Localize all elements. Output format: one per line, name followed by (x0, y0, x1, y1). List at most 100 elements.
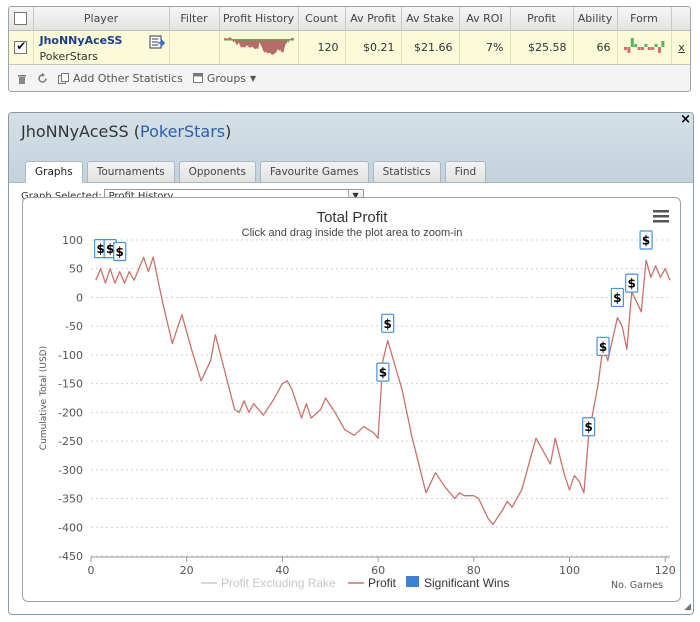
profit-line (95, 256, 671, 526)
sparkline-line (223, 36, 294, 55)
chart-container[interactable]: Total Profit Click and drag inside the p… (22, 197, 681, 602)
form-bar (627, 46, 631, 53)
flag-label: $ (116, 245, 124, 259)
groups-label: Groups (206, 71, 247, 85)
column-header-player[interactable]: Player (33, 7, 170, 31)
delete-button[interactable] (17, 73, 27, 84)
column-header-profit[interactable]: Profit (510, 7, 574, 31)
window-player-name: JhoNNyAceSS (21, 122, 129, 141)
y-axis-label: Cumulative Total (USD) (39, 346, 49, 450)
flag-box (381, 313, 395, 333)
table-row[interactable]: JhoNNyAceSS PokerStars 120 $0.21 $21.66 … (9, 30, 690, 65)
form-bar (637, 46, 641, 50)
y-tick-label: -50 (65, 320, 83, 333)
significant-win-flag: $ (113, 241, 127, 262)
y-tick-label: 100 (62, 234, 83, 247)
trash-icon (18, 74, 26, 84)
legend-item[interactable]: Profit (348, 576, 397, 590)
tab-statistics[interactable]: Statistics (372, 161, 441, 182)
flag-label: $ (628, 277, 636, 291)
significant-win-flag: $ (610, 287, 624, 308)
player-graph-window: JhoNNyAceSS (PokerStars) × Graphs Tourna… (8, 112, 694, 615)
significant-win-flag: $ (582, 417, 596, 437)
flag-box (639, 230, 653, 250)
y-tick-label: -300 (58, 464, 83, 477)
y-tick-label: -350 (58, 493, 83, 506)
x-tick-label: 60 (371, 564, 385, 577)
flag-label: $ (96, 242, 104, 256)
significant-win-flag: $ (376, 362, 390, 382)
chart-title: Total Profit (317, 209, 389, 226)
menu-icon-bar (653, 220, 669, 223)
flag-label: $ (106, 242, 114, 256)
column-header-av-stake[interactable]: Av Stake (401, 7, 460, 31)
column-header-av-profit[interactable]: Av Profit (345, 7, 402, 31)
significant-win-flag: $ (596, 336, 610, 356)
groups-dropdown[interactable]: Groups ▼ (192, 71, 257, 85)
count-value: 120 (298, 30, 346, 65)
y-tick-label: -100 (58, 349, 83, 362)
row-checkbox[interactable] (14, 39, 28, 54)
flag-label: $ (642, 234, 650, 248)
open-graph-icon[interactable] (149, 35, 165, 50)
tab-bar: Graphs Tournaments Opponents Favourite G… (25, 161, 487, 183)
av-roi-value: 7% (459, 30, 511, 65)
tab-favourite-games[interactable]: Favourite Games (259, 161, 369, 182)
av-profit-value: $0.21 (345, 30, 402, 65)
column-header-ability[interactable]: Ability (573, 7, 618, 31)
column-header-profit-history[interactable]: Profit History (219, 7, 299, 31)
tab-opponents[interactable]: Opponents (178, 161, 256, 182)
player-stats-table: Player Filter Profit History Count Av Pr… (9, 7, 690, 65)
x-tick-label: 0 (88, 564, 95, 577)
chart-menu-button[interactable] (653, 210, 669, 223)
column-header-count[interactable]: Count (298, 7, 346, 31)
remove-row-link[interactable]: x (678, 40, 685, 54)
form-bar (647, 46, 651, 50)
column-header-form[interactable]: Form (617, 7, 672, 31)
legend-label: Profit (368, 576, 397, 590)
tab-find[interactable]: Find (444, 161, 487, 182)
form-chart (624, 37, 665, 53)
window-header: JhoNNyAceSS (PokerStars) × Graphs Tourna… (9, 112, 693, 183)
tab-graphs[interactable]: Graphs (25, 161, 83, 183)
y-tick-label: 0 (76, 291, 83, 304)
x-tick-label: 20 (180, 564, 194, 577)
series-profit (95, 256, 671, 526)
column-header-av-roi[interactable]: Av ROI (459, 7, 511, 31)
y-tick-label: -400 (58, 521, 83, 534)
y-tick-label: -200 (58, 406, 83, 419)
legend-label: Profit Excluding Rake (221, 576, 336, 590)
select-all-header (9, 7, 34, 31)
legend-item[interactable]: Significant Wins (406, 576, 509, 590)
column-header-filter[interactable]: Filter (169, 7, 220, 31)
player-stats-panel: Player Filter Profit History Count Av Pr… (8, 6, 691, 92)
groups-icon (192, 73, 203, 83)
x-tick-label: 80 (467, 564, 481, 577)
chevron-down-icon: ▼ (250, 73, 257, 83)
x-tick-label: 120 (655, 564, 676, 577)
select-all-checkbox[interactable] (14, 12, 28, 25)
menu-icon-bar (653, 210, 669, 213)
close-icon[interactable]: × (680, 112, 691, 127)
form-bar (644, 43, 648, 47)
row-select-cell (9, 30, 34, 65)
refresh-button[interactable] (37, 72, 48, 84)
refresh-icon (38, 72, 47, 83)
add-other-statistics-label: Add Other Statistics (73, 71, 183, 85)
player-name-link[interactable]: JhoNNyAceSS (39, 33, 123, 47)
grid-lines (91, 239, 670, 557)
window-site-link[interactable]: PokerStars (140, 122, 226, 141)
form-bar (624, 46, 627, 50)
total-profit-chart[interactable]: Total Profit Click and drag inside the p… (23, 198, 681, 602)
form-bar (641, 46, 644, 50)
form-bar (654, 43, 658, 47)
menu-icon-bar (653, 215, 669, 218)
tab-tournaments[interactable]: Tournaments (86, 161, 175, 182)
legend-item[interactable]: Profit Excluding Rake (201, 576, 336, 590)
form-bar (634, 43, 638, 47)
flag-box (113, 241, 127, 262)
resize-grip-icon[interactable]: ◢ (684, 602, 691, 612)
profit-history-sparkline (223, 36, 294, 55)
significant-wins-markers: $ $ $$$$$$$$ (93, 230, 653, 437)
add-other-statistics-button[interactable]: Add Other Statistics (58, 72, 183, 85)
